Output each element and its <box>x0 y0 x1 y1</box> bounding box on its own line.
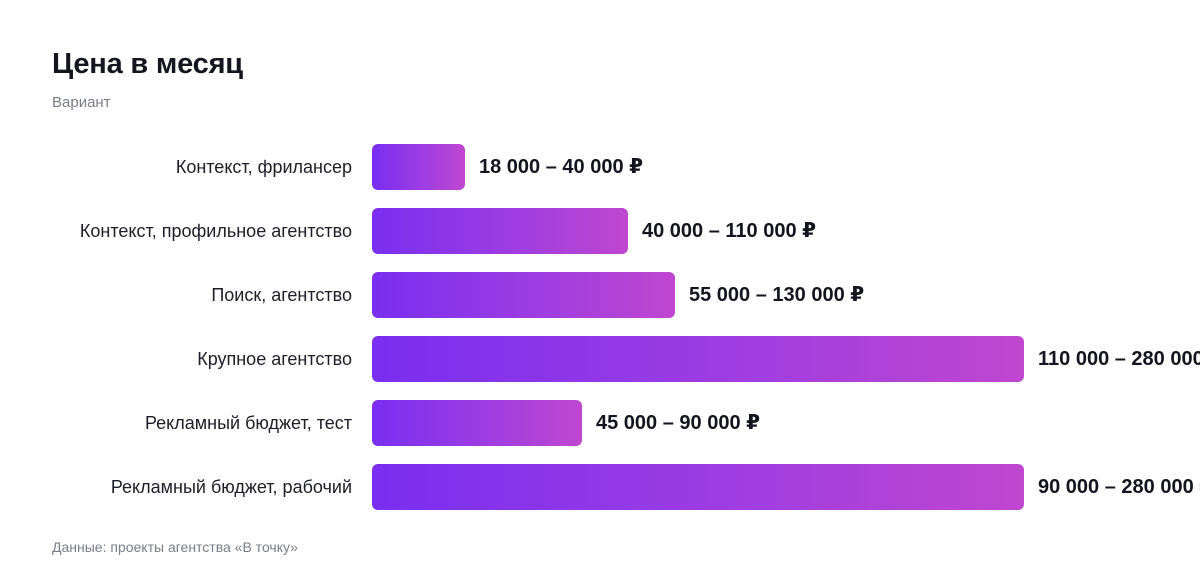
bar <box>372 272 675 318</box>
category-label: Контекст, фрилансер <box>175 157 352 177</box>
source-note: Данные: проекты агентства «В точку» <box>52 539 298 555</box>
value-label: 110 000 – 280 000 ₽ <box>1038 348 1200 370</box>
value-label: 90 000 – 280 000 ₽ <box>1038 476 1200 498</box>
chart-subtitle: Вариант <box>52 94 111 111</box>
bar <box>372 464 1024 510</box>
category-label: Контекст, профильное агентство <box>79 221 352 241</box>
category-label: Крупное агентство <box>197 349 352 369</box>
value-label: 40 000 – 110 000 ₽ <box>642 220 817 242</box>
value-label: 18 000 – 40 000 ₽ <box>479 156 644 178</box>
bar <box>372 144 465 190</box>
value-label: 55 000 – 130 000 ₽ <box>689 284 865 306</box>
category-label: Поиск, агентство <box>211 285 352 305</box>
bar <box>372 400 582 446</box>
category-label: Рекламный бюджет, рабочий <box>110 477 352 497</box>
category-label: Рекламный бюджет, тест <box>144 413 352 433</box>
value-label: 45 000 – 90 000 ₽ <box>596 412 761 434</box>
bar <box>372 208 628 254</box>
chart-title: Цена в месяц <box>52 48 243 80</box>
bar <box>372 336 1024 382</box>
